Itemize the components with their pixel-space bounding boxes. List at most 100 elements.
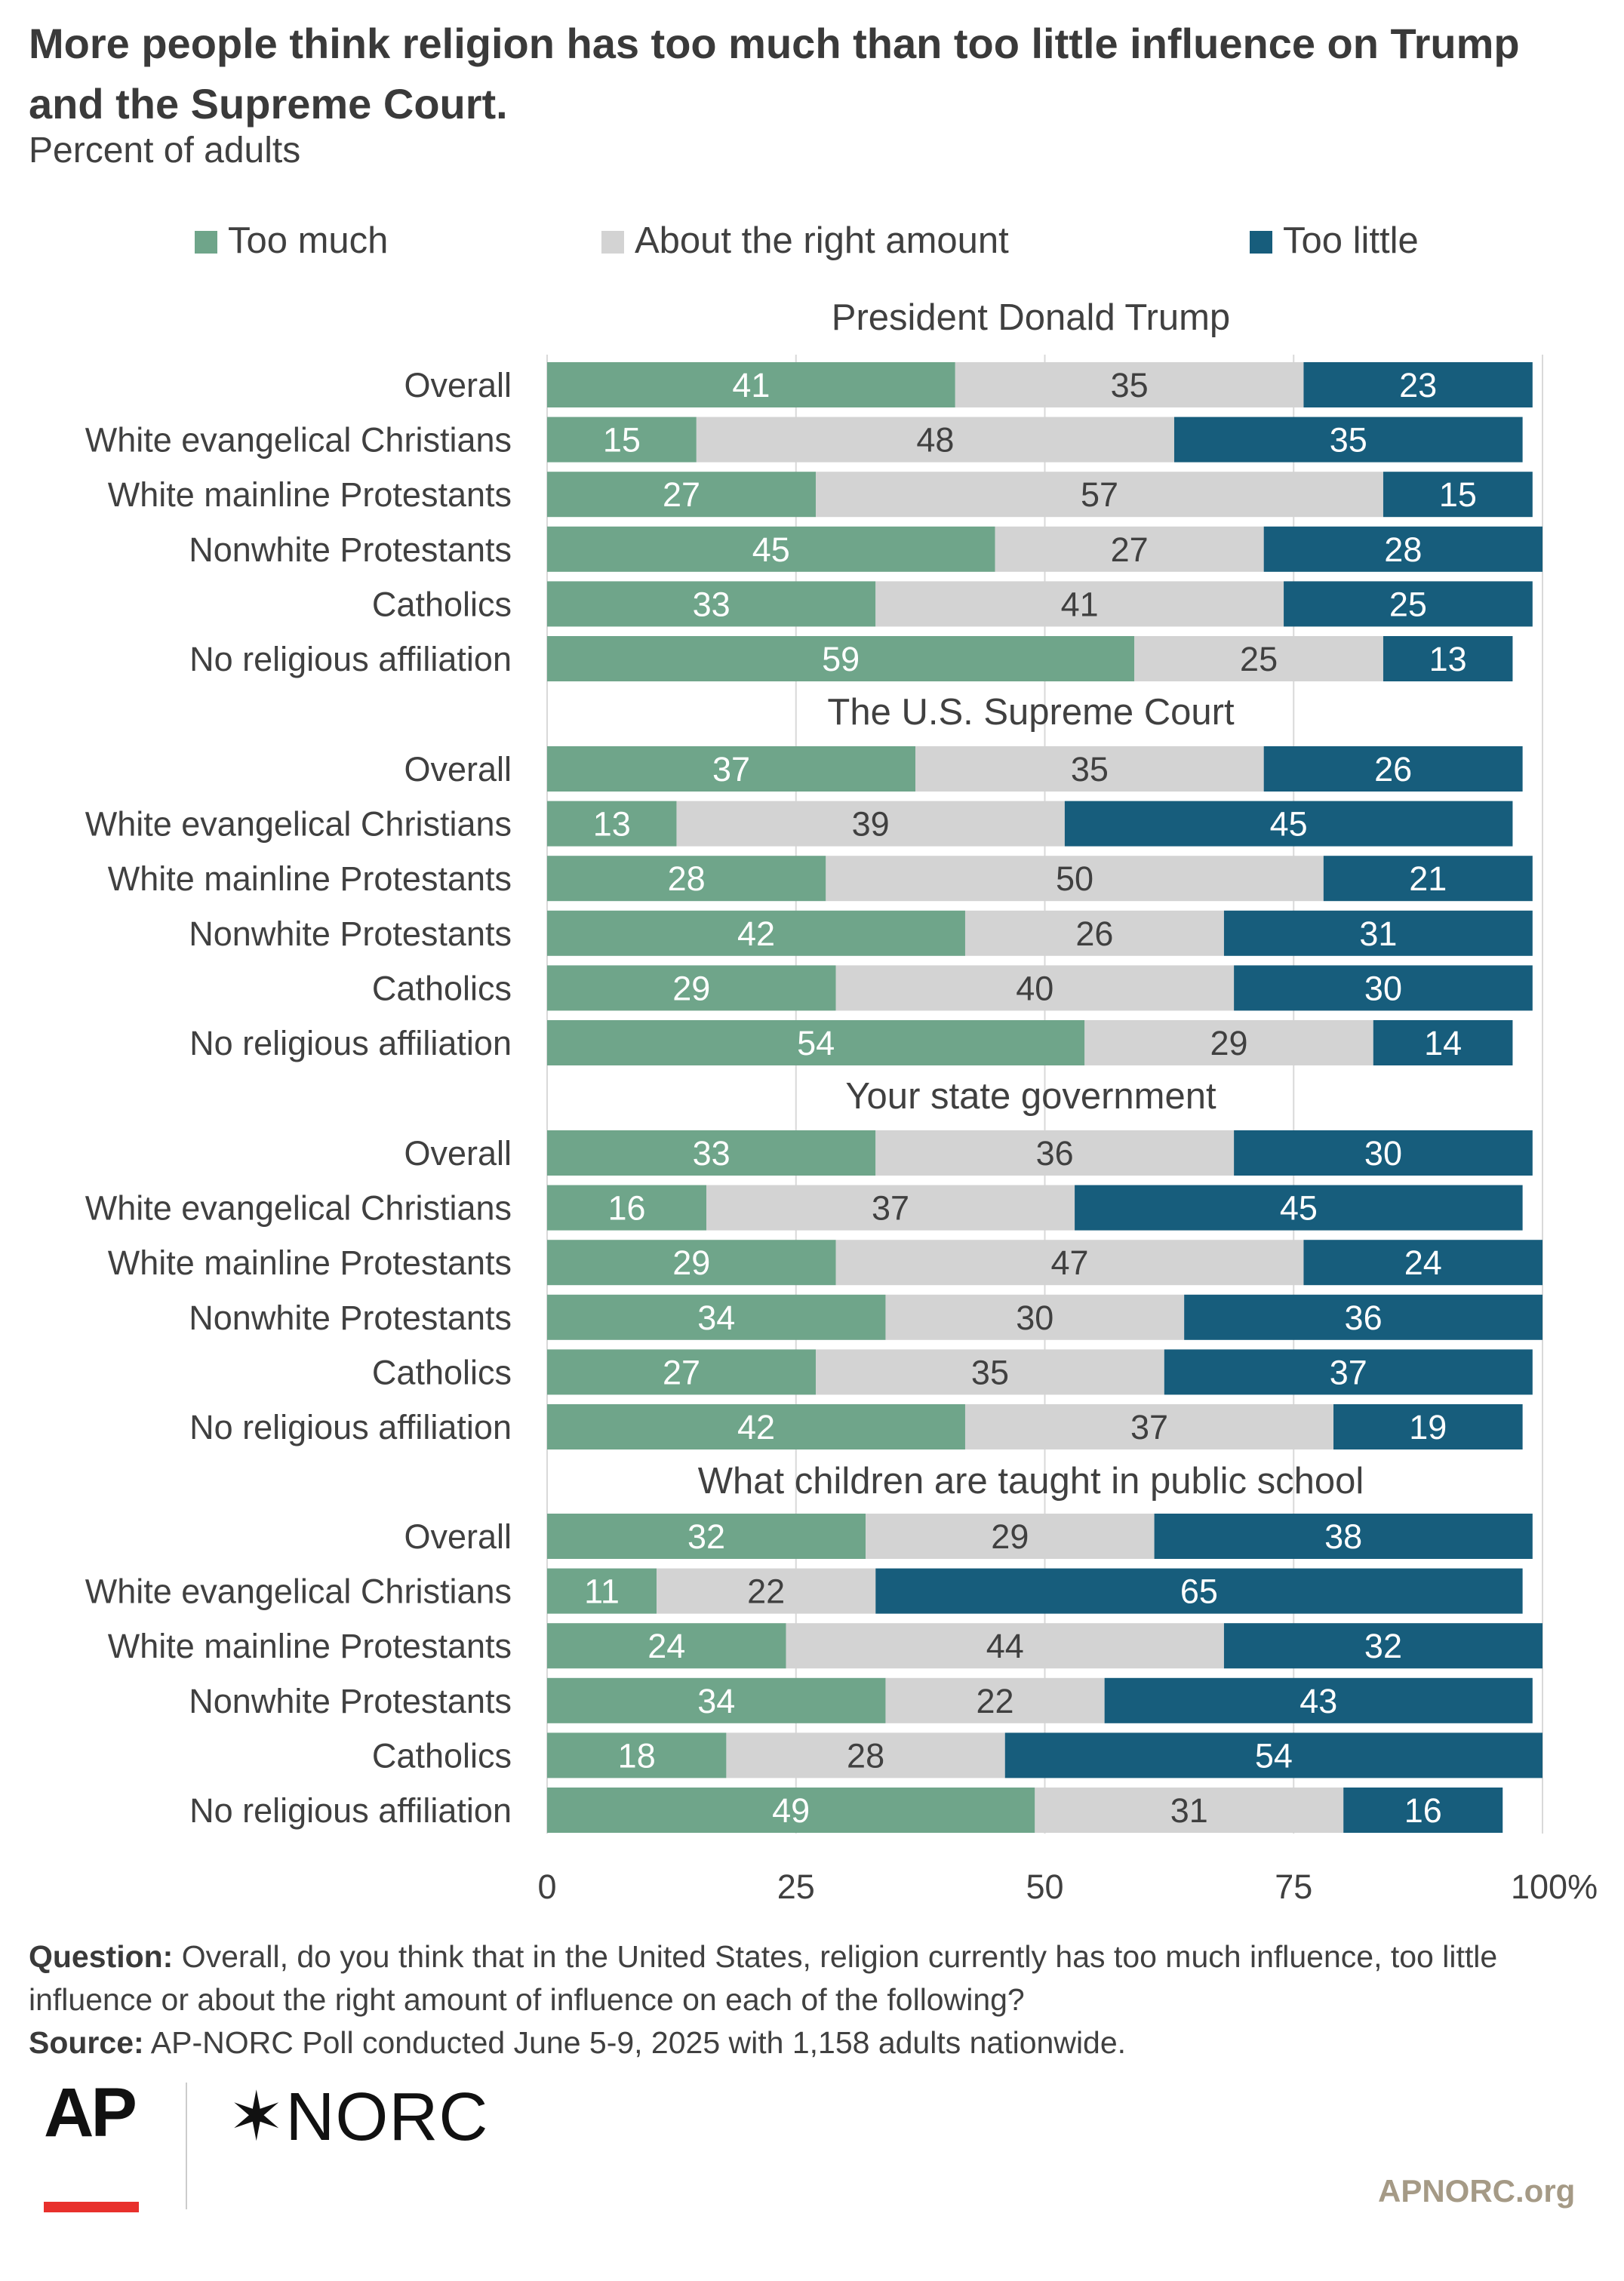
bar-segment: [547, 856, 826, 902]
data-label: 42: [737, 1408, 775, 1446]
bar-segment: [1184, 1294, 1542, 1340]
data-label: 25: [1389, 585, 1427, 623]
bar-segment: [1173, 417, 1523, 463]
bar-segment: [1263, 746, 1523, 792]
x-tick-label: 50: [1026, 1868, 1063, 1906]
data-label: 15: [1439, 475, 1477, 514]
data-label: 36: [1345, 1299, 1383, 1337]
data-label: 29: [1210, 1024, 1247, 1062]
category-label: Catholics: [372, 969, 512, 1007]
bar-segment: [657, 1568, 876, 1614]
bar-segment: [1154, 1514, 1533, 1559]
data-label: 43: [1300, 1682, 1337, 1720]
bar-segment: [866, 1514, 1155, 1559]
data-label: 13: [1429, 640, 1467, 678]
data-label: 42: [737, 915, 775, 953]
data-label: 36: [1036, 1134, 1074, 1173]
bar-segment: [1323, 856, 1533, 902]
data-label: 49: [772, 1791, 810, 1830]
data-label: 50: [1056, 859, 1093, 898]
data-label: 37: [872, 1189, 909, 1228]
bar-segment: [547, 1130, 876, 1176]
bar-segment: [547, 1294, 886, 1340]
data-label: 39: [852, 805, 890, 844]
bar-segment: [547, 636, 1135, 681]
source-label: Source:: [29, 2025, 144, 2060]
data-label: 14: [1424, 1024, 1462, 1062]
question-label: Question:: [29, 1939, 174, 1974]
data-label: 44: [986, 1627, 1024, 1665]
x-tick-label: 100%: [1511, 1868, 1598, 1906]
bar-segment: [1383, 472, 1533, 518]
bar-segment: [547, 362, 955, 407]
website-link[interactable]: APNORC.org: [1378, 2173, 1576, 2209]
category-label: White evangelical Christians: [85, 1189, 512, 1228]
data-label: 31: [1359, 915, 1397, 953]
bar-segment: [547, 746, 916, 792]
bar-segment: [1383, 636, 1513, 681]
data-label: 22: [977, 1682, 1014, 1720]
category-label: No religious affiliation: [189, 1408, 512, 1446]
legend-label: About the right amount: [635, 220, 1009, 261]
bar-segment: [1303, 1240, 1542, 1286]
data-label: 30: [1364, 969, 1402, 1007]
bar-segment: [726, 1732, 1005, 1778]
x-tick-label: 0: [537, 1868, 556, 1906]
data-label: 40: [1016, 969, 1053, 1007]
bar-segment: [1303, 362, 1533, 407]
data-label: 28: [668, 859, 706, 898]
data-label: 28: [847, 1736, 884, 1775]
data-label: 16: [1404, 1791, 1442, 1830]
bar-segment: [1234, 1130, 1533, 1176]
data-label: 31: [1170, 1791, 1208, 1830]
ap-logo-underline: [44, 2202, 139, 2212]
legend-swatch: [195, 231, 217, 254]
data-label: 32: [687, 1517, 725, 1556]
chart-title: More people think religion has too much …: [29, 20, 1520, 128]
data-label: 38: [1324, 1517, 1362, 1556]
chart-subtitle: Percent of adults: [29, 131, 301, 171]
category-label: White evangelical Christians: [85, 421, 512, 460]
bar-segment: [1223, 910, 1533, 956]
category-label: Nonwhite Protestants: [189, 1682, 512, 1720]
bar-segment: [1004, 1732, 1542, 1778]
bar-segment: [547, 801, 677, 847]
category-label: White evangelical Christians: [85, 1572, 512, 1611]
legend-label: Too little: [1283, 220, 1419, 261]
data-label: 33: [693, 1134, 730, 1173]
data-label: 24: [647, 1627, 685, 1665]
bar-segment: [835, 965, 1235, 1011]
data-label: 37: [712, 750, 750, 789]
panel-title: The U.S. Supreme Court: [827, 692, 1235, 733]
data-label: 25: [1240, 640, 1278, 678]
bar-segment: [547, 1677, 886, 1723]
bar-segment: [915, 746, 1264, 792]
data-label: 65: [1180, 1572, 1218, 1611]
data-label: 41: [1061, 585, 1099, 623]
bar-segment: [875, 1130, 1235, 1176]
data-label: 16: [607, 1189, 645, 1228]
data-label: 34: [697, 1299, 735, 1337]
category-label: Catholics: [372, 1353, 512, 1391]
logo-divider: [186, 2083, 187, 2209]
bar-segment: [786, 1623, 1224, 1669]
x-tick-label: 75: [1275, 1868, 1312, 1906]
x-tick-label: 25: [777, 1868, 815, 1906]
data-label: 27: [663, 1353, 700, 1391]
category-label: Nonwhite Protestants: [189, 915, 512, 953]
data-label: 45: [1270, 805, 1308, 844]
data-label: 19: [1409, 1408, 1447, 1446]
data-label: 24: [1404, 1243, 1442, 1282]
category-label: Overall: [404, 366, 512, 404]
bar-segment: [1263, 526, 1542, 572]
bar-segment: [547, 965, 836, 1011]
data-label: 57: [1081, 475, 1118, 514]
category-label: White mainline Protestants: [108, 859, 512, 898]
bar-segment: [1373, 1020, 1513, 1065]
data-label: 21: [1409, 859, 1447, 898]
stacked-bar-chart: Too much About the right amount Too little…: [85, 220, 1598, 1906]
source-text: AP-NORC Poll conducted June 5-9, 2025 wi…: [143, 2025, 1127, 2060]
bar-segment: [547, 1020, 1085, 1065]
bar-segment: [964, 1404, 1334, 1449]
bar-segment: [875, 581, 1284, 627]
